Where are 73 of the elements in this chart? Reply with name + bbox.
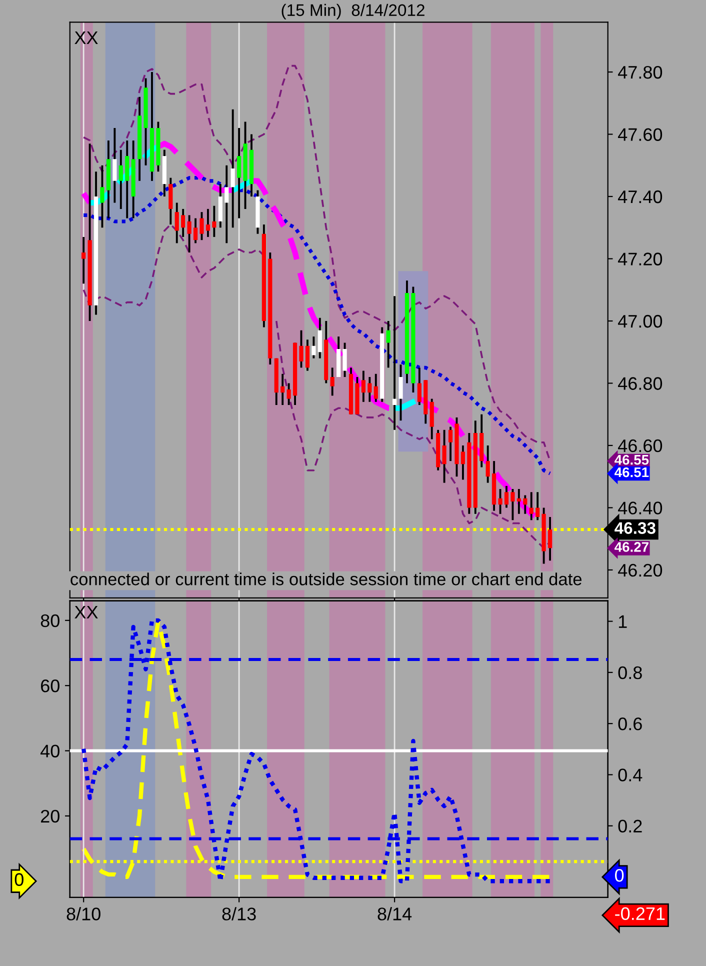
- y-tick-label: 46.20: [618, 564, 662, 577]
- candlestick: [504, 484, 509, 509]
- candlestick: [523, 494, 528, 515]
- y-tick-label: 60: [41, 680, 60, 692]
- candlestick: [318, 316, 322, 360]
- y2-tick-label: 0.4: [618, 768, 642, 782]
- candlestick: [386, 320, 390, 369]
- candlestick: [330, 366, 334, 397]
- text: 46.51: [614, 467, 649, 478]
- y-tick-label: 20: [41, 810, 60, 823]
- chart-subtitle: XX: [74, 32, 98, 44]
- candlestick: [312, 336, 316, 360]
- text: 0: [615, 869, 624, 882]
- y2-tick-label: 0.2: [618, 820, 642, 833]
- y-tick-label: 80: [40, 614, 60, 628]
- candlestick: [224, 164, 229, 244]
- candlestick: [529, 491, 534, 522]
- chart-subtitle: XX: [74, 606, 98, 618]
- text: 0: [14, 873, 24, 886]
- y2-tick-label: 1: [618, 615, 627, 628]
- candlestick: [187, 214, 192, 254]
- y2-tick-label: 0.8: [618, 666, 642, 680]
- candlestick: [460, 444, 466, 481]
- candlestick: [374, 372, 378, 403]
- candlestick: [206, 208, 210, 238]
- candlestick: [392, 295, 397, 431]
- candlestick: [448, 426, 453, 462]
- candlestick: [361, 370, 366, 403]
- annotation: connected or current time is outside session time or chart end date: [70, 572, 582, 586]
- candlestick: [536, 491, 540, 522]
- y-tick-label: 47.60: [618, 128, 662, 141]
- ref-line-label: 46.33: [614, 522, 656, 534]
- candlestick: [82, 236, 86, 285]
- y-tick-label: 47.80: [618, 66, 662, 79]
- y-tick-label: 46.60: [618, 439, 662, 452]
- y-tick-label: 46.80: [618, 377, 662, 390]
- text: -0.271: [615, 907, 665, 920]
- candlestick: [442, 428, 446, 484]
- candlestick: [181, 208, 186, 238]
- candlestick: [510, 488, 515, 522]
- candlestick: [305, 338, 310, 372]
- chart-title: (15 Min) 8/14/2012: [282, 4, 424, 20]
- text: 46.27: [614, 542, 648, 552]
- candlestick: [200, 211, 204, 242]
- x-tick-label: 8/14: [378, 907, 412, 920]
- x-tick-label: 8/10: [66, 907, 100, 920]
- candlestick: [548, 516, 552, 562]
- candlestick: [398, 364, 403, 422]
- candlestick: [212, 204, 216, 238]
- candlestick: [299, 329, 304, 369]
- candlestick: [100, 164, 104, 229]
- y-tick-label: 47.00: [618, 314, 662, 328]
- candlestick: [118, 148, 123, 210]
- text: 46.55: [614, 454, 649, 465]
- candlestick: [280, 372, 285, 406]
- candlestick: [368, 376, 372, 403]
- candlestick: [498, 488, 502, 515]
- candlestick: [286, 382, 291, 406]
- candlestick: [193, 217, 198, 244]
- y2-tick-label: 0.6: [618, 718, 642, 730]
- candlestick: [230, 108, 235, 229]
- candlestick: [417, 366, 422, 406]
- y-tick-label: 47.40: [618, 190, 662, 204]
- y-tick-label: 46.40: [618, 502, 662, 514]
- y-tick-label: 40: [40, 744, 60, 758]
- candlestick: [516, 488, 521, 515]
- candlestick: [486, 444, 490, 484]
- candlestick: [112, 127, 117, 204]
- candlestick: [237, 127, 242, 220]
- candlestick: [174, 202, 179, 244]
- candlestick: [342, 342, 347, 378]
- x-tick-label: 8/13: [222, 907, 256, 920]
- y-tick-label: 47.20: [618, 252, 662, 266]
